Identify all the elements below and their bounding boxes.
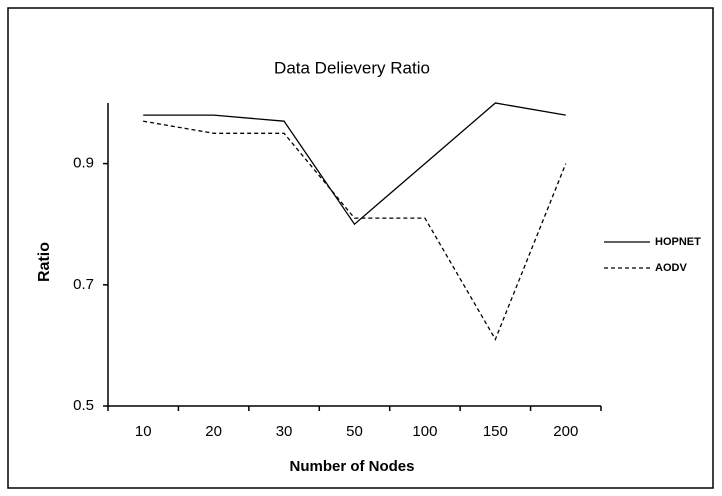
x-axis-label: Number of Nodes bbox=[289, 458, 414, 475]
y-tick-label: 0.5 bbox=[73, 397, 94, 414]
chart-frame bbox=[7, 7, 714, 489]
chart-title: Data Delievery Ratio bbox=[274, 58, 430, 77]
x-tick-label: 50 bbox=[346, 423, 363, 440]
x-tick-label: 150 bbox=[483, 423, 508, 440]
data-line bbox=[143, 102, 566, 226]
data-line bbox=[143, 120, 567, 341]
y-tick-label: 0.9 bbox=[73, 155, 94, 172]
legend-label: HOPNET bbox=[655, 236, 701, 248]
legend-label: AODV bbox=[655, 262, 687, 274]
x-tick-label: 10 bbox=[135, 423, 152, 440]
y-tick-label: 0.7 bbox=[73, 276, 94, 293]
x-tick-label: 30 bbox=[276, 423, 293, 440]
x-tick-label: 200 bbox=[553, 423, 578, 440]
y-axis-label: Ratio bbox=[36, 242, 53, 282]
x-tick-label: 20 bbox=[205, 423, 222, 440]
x-tick-label: 100 bbox=[412, 423, 437, 440]
